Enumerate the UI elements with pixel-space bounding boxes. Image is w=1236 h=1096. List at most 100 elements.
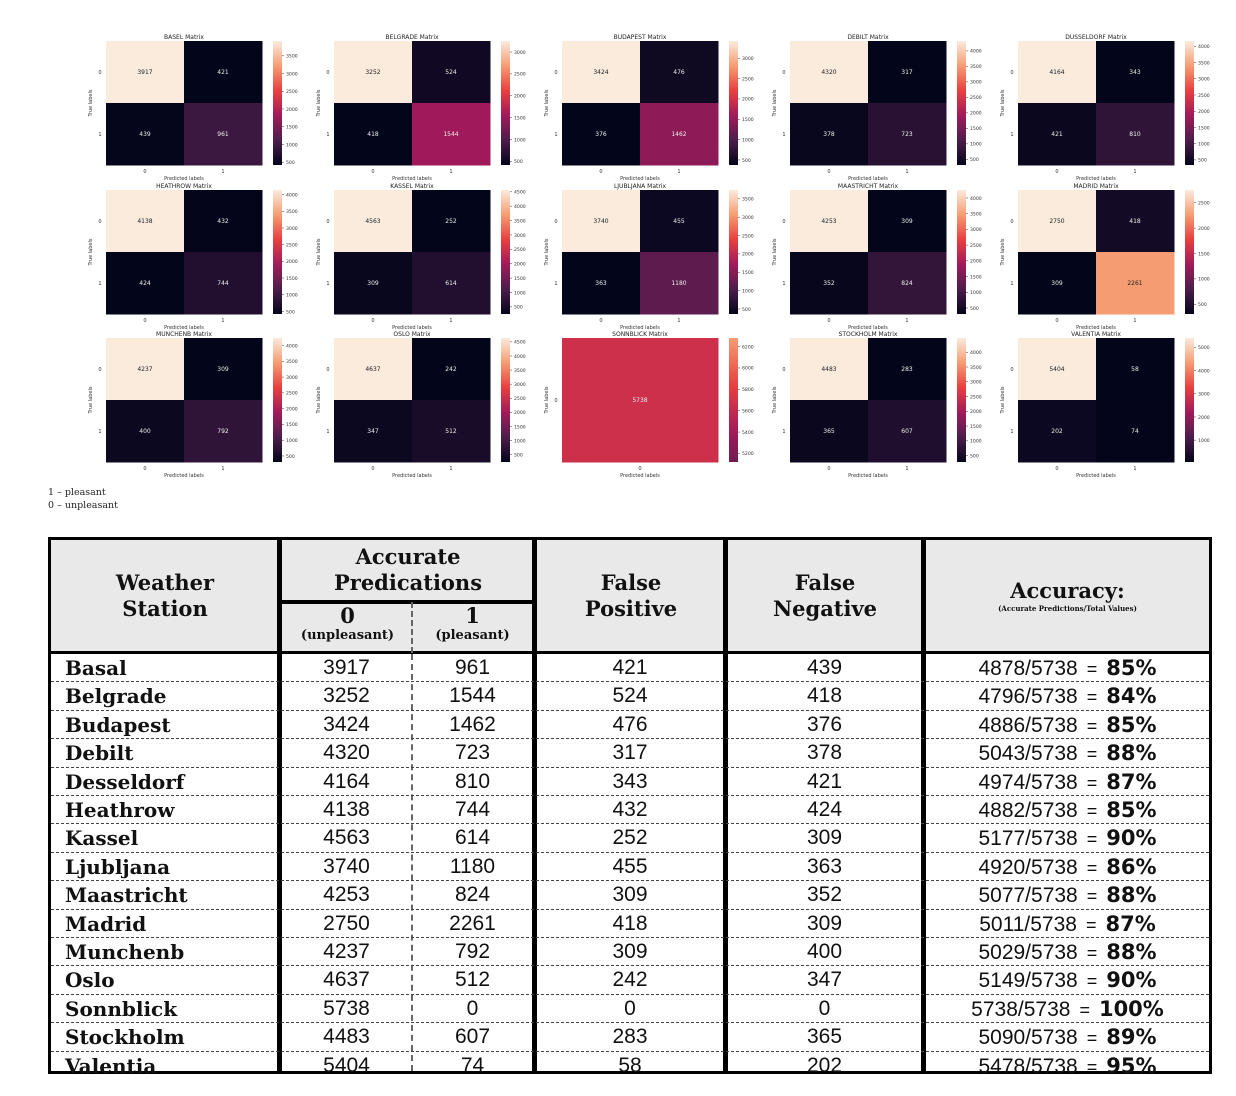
y-tick-label: 0 [1010,367,1013,373]
header-accuracy-formula: (Accurate Predictions/Total Values) [998,604,1137,613]
cell-fn: 202 [806,1053,843,1077]
x-tick-label: 1 [449,466,452,472]
colorbar-tick-label: 3500 [1198,60,1210,66]
cell-station: Ljubljana [65,854,171,879]
colorbar-tick-label: 3500 [514,218,526,224]
colorbar [729,338,738,462]
confusion-matrix-panel: MADRID Matrix 2750 418 309 2261 0 0 1 1 Predicted… [996,182,1216,331]
matrix-cell-value: 512 [445,428,457,435]
cell-fp: 283 [612,1025,648,1049]
y-tick-label: 1 [1010,429,1013,435]
colorbar-tick-label: 2000 [514,94,526,100]
legend-unpleasant: 0 – unpleasant [48,500,118,511]
confusion-matrix-panel: DEBILT Matrix 4320 317 378 723 0 0 1 1 Predicted … [768,33,988,182]
colorbar-tick-label: 2000 [286,259,298,265]
colorbar-tick-label: 3500 [970,211,982,217]
matrix-cell-value: 3740 [593,218,608,225]
table-row: Maastricht 4253 824 309 352 5077/5738 = 88% [51,881,1209,910]
x-tick-label: 0 [371,318,374,324]
accuracy-frac: 4974/5738 [978,770,1078,794]
cell-fn: 424 [806,798,843,821]
x-tick-label: 1 [1133,466,1136,472]
matrix-cell [412,252,491,315]
cell-fn: 363 [806,854,843,878]
matrix-cell-value: 744 [217,280,229,287]
colorbar-tick-label: 6000 [742,366,754,372]
colorbar-tick-label: 2000 [1198,226,1210,232]
x-tick-label: 0 [638,466,641,472]
header-zero-label: 0 [340,603,355,628]
cell-one: 723 [454,741,491,765]
colorbar-tick-label: 2500 [742,233,754,239]
colorbar-tick-label: 500 [742,158,751,164]
matrix-cell-value: 4237 [137,366,152,373]
y-tick-label: 0 [98,70,101,76]
cell-one: 74 [460,1053,485,1077]
colorbar-tick-label: 2500 [514,247,526,253]
colorbar-tick-label: 1000 [514,438,526,444]
matrix-cell-value: 252 [445,218,457,225]
accuracy-frac: 5043/5738 [978,742,1078,766]
y-tick-label: 1 [782,132,785,138]
y-tick-label: 1 [554,132,557,138]
matrix-cell [1096,338,1175,401]
matrix-title: DUSSELDORF Matrix [1065,34,1127,41]
colorbar-tick-label: 5400 [742,430,754,436]
matrix-cell [334,103,413,166]
matrix-cell [868,338,947,401]
cell-fp: 418 [612,911,648,935]
colorbar [1185,338,1194,462]
accuracy-eq: = [1079,999,1090,1020]
table-header [51,540,1209,654]
y-tick-label: 1 [326,132,329,138]
matrix-cell [106,190,185,253]
table-row: Budapest 3424 1462 476 376 4886/5738 = 85% [51,711,1209,740]
colorbar-tick-label: 3000 [742,215,754,221]
matrix-cell-value: 309 [217,366,229,373]
colorbar-tick-label: 5000 [1198,345,1210,351]
cell-accuracy: 4920/5738 = 86% [926,853,1209,881]
colorbar-tick-label: 2500 [742,76,754,82]
accuracy-pct: 87% [1106,769,1157,794]
cell-one: 792 [454,940,491,963]
cell-one: 810 [454,769,491,793]
colorbar [501,338,510,462]
legend-pleasant: 1 – pleasant [48,487,106,498]
x-tick-label: 1 [449,169,452,175]
colorbar [957,338,966,462]
confusion-matrix-panel: BASEL Matrix 3917 421 439 961 0 0 1 1 Predicted l… [84,33,304,182]
matrix-cell [1096,41,1175,104]
accuracy-frac: 5177/5738 [978,827,1078,851]
matrix-cell-value: 283 [901,366,913,373]
x-axis-label: Predicted labels [620,473,660,479]
colorbar-tick-label: 1500 [514,276,526,282]
x-axis-label: Predicted labels [164,176,204,182]
confusion-matrix-panel: BUDAPEST Matrix 3424 476 376 1462 0 0 1 1 Predict… [540,33,760,182]
colorbar-tick-label: 2000 [742,252,754,258]
matrix-cell [562,252,641,315]
y-tick-label: 1 [326,429,329,435]
matrix-cell [184,41,263,104]
matrix-cell-value: 421 [1051,131,1063,138]
accuracy-frac: 5738/5738 [971,997,1071,1021]
colorbar-tick-label: 2500 [1198,200,1210,206]
colorbar-tick-label: 4000 [1198,368,1210,374]
accuracy-pct: 88% [1106,741,1157,766]
cell-fn: 0 [818,996,831,1020]
colorbar [729,190,738,314]
cell-station: Basal [65,656,127,680]
matrix-cell-value: 2261 [1127,280,1142,287]
colorbar-tick-label: 2500 [286,242,298,248]
colorbar-tick-label: 500 [286,309,295,315]
matrix-cell [790,338,869,401]
colorbar [1185,190,1194,314]
cell-fp: 309 [612,883,648,907]
y-tick-label: 0 [782,367,785,373]
colorbar-tick-label: 1500 [286,276,298,282]
accuracy-pct: 87% [1105,911,1156,936]
matrix-cell [1096,400,1175,463]
matrix-cell-value: 363 [595,280,607,287]
colorbar-tick-label: 3000 [1198,392,1210,398]
cell-zero: 4253 [323,883,370,907]
colorbar-tick-label: 1500 [970,424,982,430]
